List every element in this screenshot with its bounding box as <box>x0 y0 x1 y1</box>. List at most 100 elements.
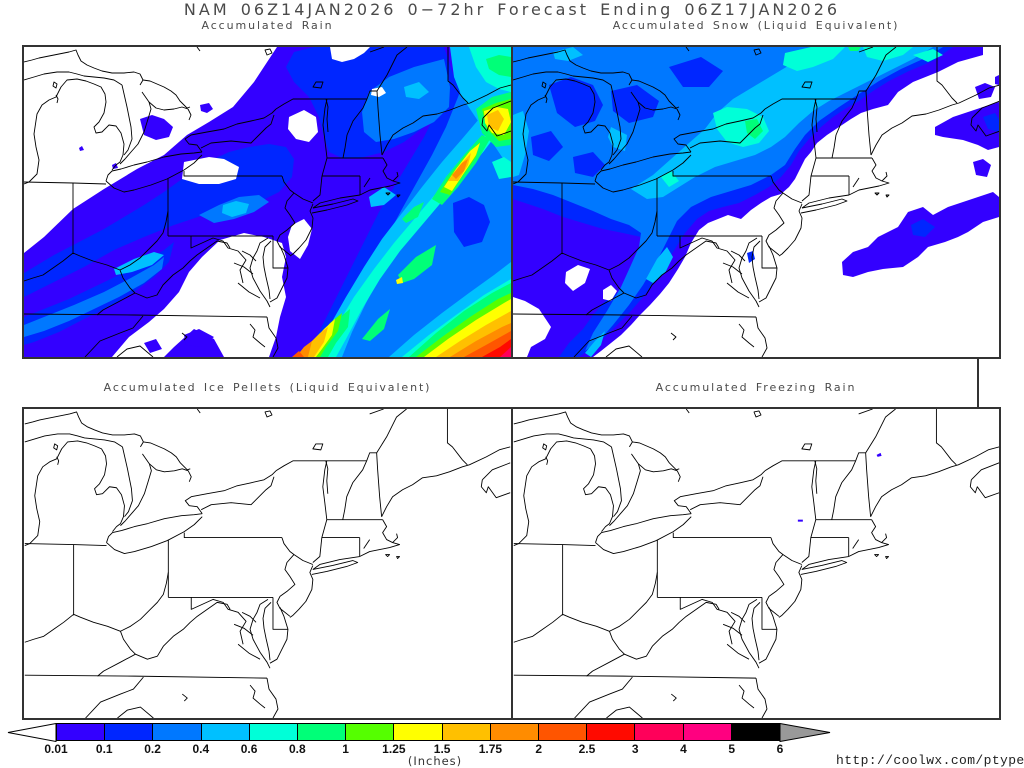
precip-contour <box>436 311 511 357</box>
precip-contour <box>24 257 164 337</box>
precip-contour <box>330 47 370 62</box>
precip-contour <box>585 331 605 357</box>
colorbar-unit-label: (Inches) <box>407 754 463 768</box>
colorbar-tick-label: 0.2 <box>144 742 161 756</box>
ice-pellets-basemap <box>24 409 511 718</box>
freezing-rain-basemap <box>513 409 999 718</box>
precip-contour <box>487 110 504 131</box>
colorbar-swatch <box>153 724 202 740</box>
colorbar-swatch <box>105 724 154 740</box>
precip-contour <box>79 146 84 151</box>
colorbar-swatch <box>56 724 106 740</box>
precip-contour <box>611 85 659 123</box>
precip-contour <box>565 265 590 291</box>
precip-contour <box>500 347 511 357</box>
rain-map <box>24 47 511 357</box>
panel-title-freezing-rain: Accumulated Freezing Rain <box>655 381 857 394</box>
page-title: NAM 06Z14JAN2026 0−72hr Forecast Ending … <box>183 0 841 19</box>
colorbar-tick-label: 1.5 <box>433 742 451 756</box>
precip-contour <box>975 83 995 99</box>
precip-contour <box>362 309 390 341</box>
precip-contour <box>371 87 386 97</box>
colorbar-tick-label: 4 <box>680 742 687 756</box>
freezing-rain-map-panel <box>511 407 1001 720</box>
colorbar-swatch <box>201 724 250 740</box>
precip-contour <box>398 245 436 283</box>
colorbar-swatch <box>635 724 684 740</box>
colorbar-swatch <box>249 724 299 740</box>
precip-contour <box>453 197 490 247</box>
precip-contour <box>513 111 529 177</box>
colorbar-tick-label: 0.1 <box>95 742 113 756</box>
precip-contour <box>24 144 294 297</box>
precip-contour <box>222 201 249 217</box>
precip-contour <box>144 339 162 353</box>
precip-contour <box>396 277 403 284</box>
precip-contour <box>631 47 933 199</box>
colorbar-swatch <box>490 724 540 740</box>
precip-contour <box>549 77 603 127</box>
colorbar-labels: 0.01 0.1 0.2 0.4 0.6 0.8 1 1.25 1.5 1.75 2 2.5 3 4 5 6 <box>44 742 783 756</box>
colorbar-tick-label: 2 <box>535 742 542 756</box>
snow-precip-field <box>513 47 999 357</box>
colorbar-swatch <box>587 724 636 740</box>
precip-contour <box>973 159 991 177</box>
precip-contour <box>200 103 213 113</box>
precip-contour <box>646 247 673 283</box>
colorbar-over-triangle <box>779 723 831 742</box>
colorbar-swatch <box>346 724 395 740</box>
precip-contour <box>669 57 723 87</box>
precip-contour <box>513 47 943 351</box>
freezing-rain-map <box>513 409 999 718</box>
precip-contour <box>983 113 999 132</box>
precip-contour <box>603 285 617 301</box>
ice-pellets-map <box>24 409 511 718</box>
precip-contour <box>416 293 511 357</box>
colorbar-tick-label: 0.8 <box>288 742 306 756</box>
precip-contour <box>404 82 429 99</box>
precip-contour <box>573 152 605 177</box>
colorbar-tick-label: 1.75 <box>478 742 503 756</box>
colorbar-tick-label: 0.6 <box>240 742 258 756</box>
precip-contour <box>182 157 239 184</box>
colorbar-boxes <box>56 723 781 741</box>
precip-contour <box>362 59 450 142</box>
precip-contour <box>288 219 312 259</box>
precip-contour <box>848 47 861 51</box>
precip-contour <box>140 115 173 140</box>
precip-contour <box>452 159 468 179</box>
precip-contour <box>292 351 304 357</box>
precip-contour <box>492 157 511 179</box>
colorbar-tick-label: 5 <box>728 742 736 756</box>
precip-contour <box>424 299 511 357</box>
panel-title-rain: Accumulated Rain <box>201 19 334 32</box>
precip-contour <box>995 75 999 85</box>
precip-contour <box>184 329 214 347</box>
precip-contour <box>911 219 935 237</box>
precip-contour <box>797 519 803 522</box>
snow-map-panel <box>511 45 1001 359</box>
colorbar-swatch <box>683 724 732 740</box>
precip-contour <box>863 47 913 61</box>
precip-contour <box>913 49 943 62</box>
precip-contour <box>288 110 318 142</box>
snow-map <box>513 47 999 357</box>
precip-contour <box>531 131 563 161</box>
panel-title-snow: Accumulated Snow (Liquid Equivalent) <box>612 19 900 32</box>
colorbar-under-triangle <box>7 723 57 742</box>
colorbar-swatch <box>539 724 588 740</box>
colorbar-tick-label: 2.5 <box>578 742 596 756</box>
rain-map-panel <box>22 45 513 359</box>
colorbar-tick-label: 0.4 <box>192 742 210 756</box>
precip-contour <box>935 102 999 150</box>
colorbar-swatch <box>442 724 491 740</box>
precip-contour <box>112 233 286 357</box>
ice-pellets-map-panel <box>22 407 513 720</box>
precip-contour <box>409 283 511 357</box>
precip-contour <box>747 251 755 263</box>
precip-contour <box>876 452 882 457</box>
colorbar-swatch <box>298 724 347 740</box>
colorbar-tick-label: 3 <box>631 742 639 756</box>
colorbar-tick-label: 0.01 <box>44 742 68 756</box>
precip-contour <box>402 202 424 223</box>
